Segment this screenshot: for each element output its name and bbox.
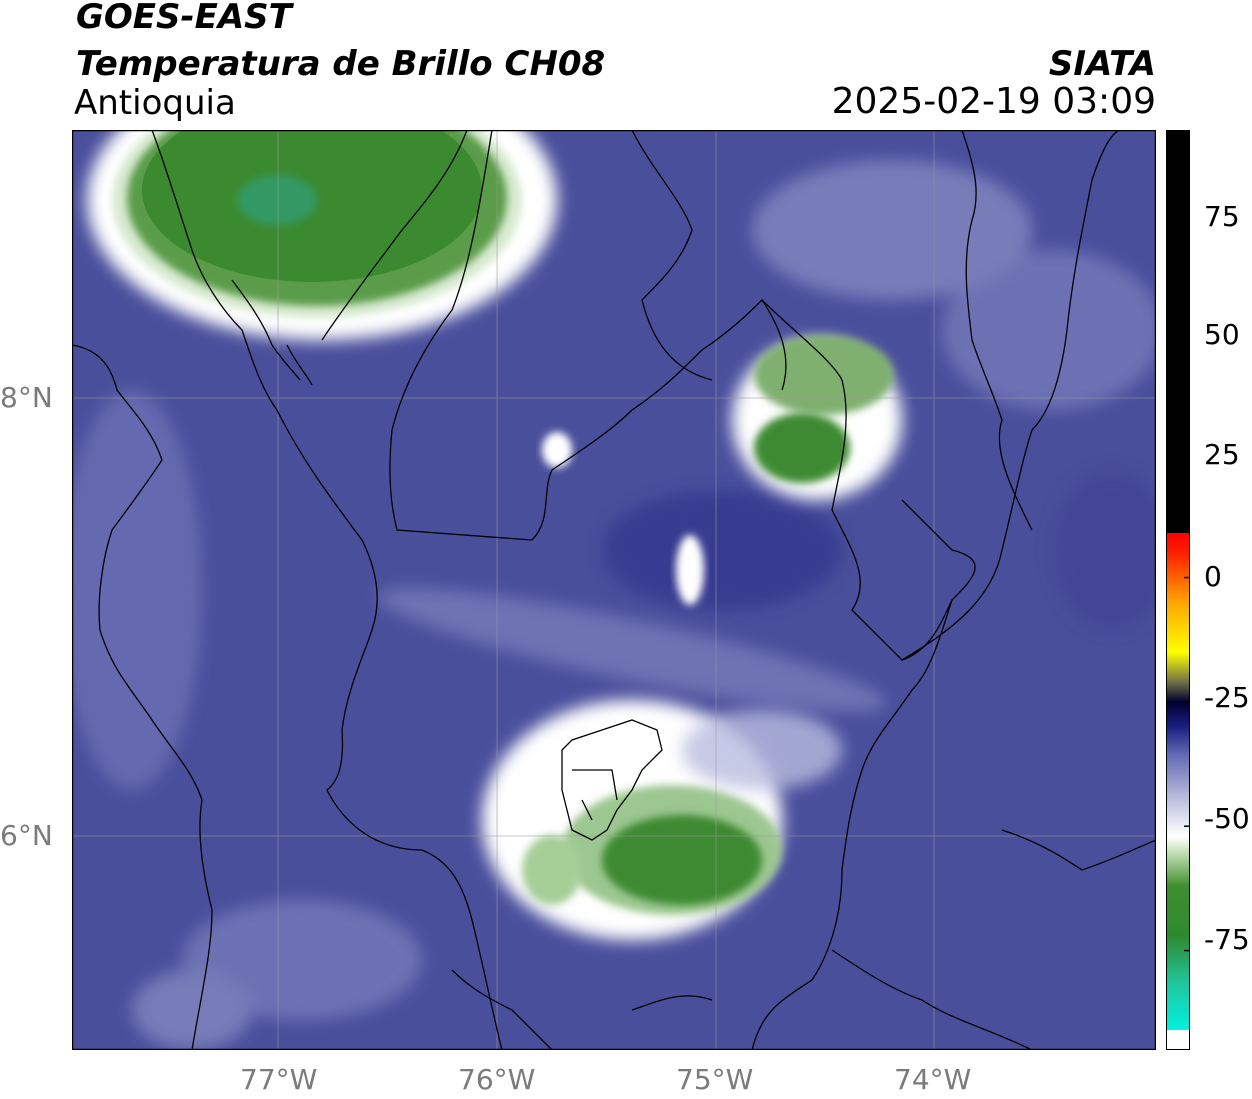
colorbar-tick-minus50: -50 xyxy=(1204,802,1250,835)
mid-level-texture xyxy=(72,160,1156,1050)
graticule xyxy=(72,130,1156,1050)
lon-tick-74w: 74°W xyxy=(894,1063,972,1096)
datetime-label: 2025-02-19 03:09 xyxy=(831,81,1156,122)
organization-label: SIATA xyxy=(1048,44,1156,84)
antioquia-east-border xyxy=(751,299,976,1050)
product-title: Temperatura de Brillo CH08 xyxy=(76,44,606,84)
colorbar-tick-0: 0 xyxy=(1204,560,1222,593)
central-cold-cloud-cluster xyxy=(482,700,842,940)
lon-tick-75w: 75°W xyxy=(676,1063,754,1096)
southwest-borders xyxy=(451,969,713,1050)
lon-tick-76w: 76°W xyxy=(458,1063,536,1096)
brightness-temperature-map xyxy=(72,130,1156,1050)
small-cell-center xyxy=(676,535,704,605)
colorbar-tick-50: 50 xyxy=(1204,318,1240,351)
sucre-bolivar-border xyxy=(631,130,713,381)
colorbar-tick-75: 75 xyxy=(1204,200,1240,233)
pacific-coastline xyxy=(72,344,213,1050)
lat-tick-8n: 8°N xyxy=(0,381,53,414)
southeast-borders xyxy=(831,829,1156,1050)
cordoba-border xyxy=(389,130,787,541)
colorbar-tick-25: 25 xyxy=(1204,438,1240,471)
small-cell-west xyxy=(542,432,572,468)
lon-tick-77w: 77°W xyxy=(240,1063,318,1096)
colorbar-tick-minus25: -25 xyxy=(1204,681,1250,714)
region-subtitle: Antioquia xyxy=(74,83,236,123)
uraba-gulf-coast xyxy=(151,130,313,411)
administrative-borders xyxy=(72,130,1156,1050)
antioquia-north-border xyxy=(276,409,503,1050)
valle-aburra-municipalities xyxy=(561,719,663,841)
temperature-colorbar xyxy=(1166,130,1190,1050)
satellite-title: GOES-EAST xyxy=(76,0,292,37)
caribbean-coastline xyxy=(321,130,468,341)
east-border-2 xyxy=(961,130,1033,531)
lat-tick-6n: 6°N xyxy=(0,819,53,852)
santander-border xyxy=(901,130,1123,661)
northeast-cold-cloud-cluster xyxy=(732,335,902,500)
colorbar-tick-minus75: -75 xyxy=(1204,923,1250,956)
